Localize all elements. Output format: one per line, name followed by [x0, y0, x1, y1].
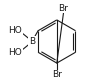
Text: HO: HO [8, 26, 22, 35]
Text: HO: HO [8, 48, 22, 57]
Text: B: B [29, 37, 35, 46]
Text: Br: Br [58, 4, 68, 13]
Text: Br: Br [52, 70, 62, 79]
